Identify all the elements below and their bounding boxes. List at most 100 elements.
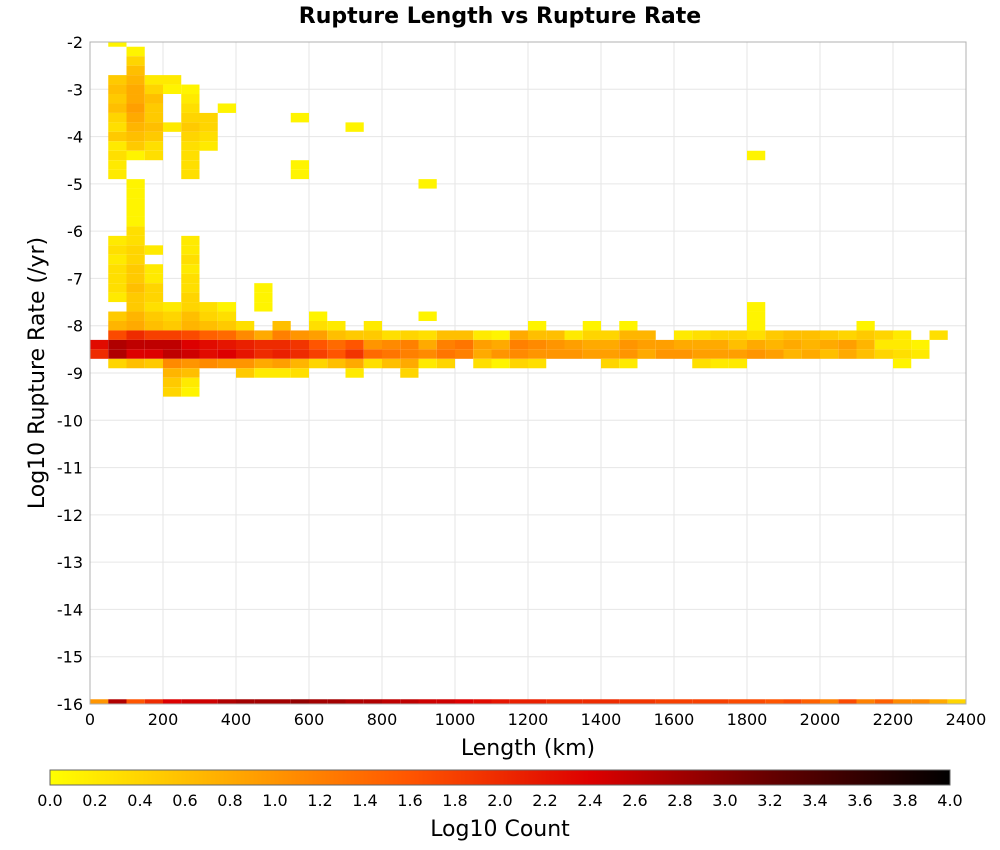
heatmap-cell: [126, 141, 145, 151]
heatmap-cell: [126, 245, 145, 255]
heatmap-cell: [637, 339, 656, 350]
heatmap-cell: [126, 302, 145, 312]
heatmap-cell: [509, 699, 528, 704]
heatmap-cell: [290, 358, 309, 369]
heatmap-cell: [144, 273, 163, 284]
x-tick-label: 600: [294, 710, 325, 729]
heatmap-cell: [108, 141, 127, 151]
heatmap-cell: [108, 273, 127, 284]
plot-area-frame: [89, 41, 967, 705]
heatmap-cell: [236, 358, 255, 369]
heatmap-cell: [655, 339, 674, 350]
heatmap-cell: [637, 699, 656, 704]
x-tick-label: 200: [148, 710, 179, 729]
colorbar-tick-label: 0.2: [82, 791, 107, 810]
heatmap-cell: [144, 330, 163, 340]
colorbar-tick-label: 3.8: [892, 791, 917, 810]
heatmap-cell: [254, 330, 273, 340]
colorbar-tick-label: 0.4: [127, 791, 152, 810]
heatmap-cell: [163, 330, 182, 340]
heatmap-cell: [382, 358, 401, 369]
heatmap-cell: [345, 368, 364, 378]
heatmap-cell: [619, 330, 638, 340]
heatmap-cell: [309, 320, 328, 331]
heatmap-cell: [564, 349, 583, 359]
heatmap-cell: [272, 368, 291, 378]
heatmap-cell: [710, 339, 729, 350]
heatmap-cell: [345, 358, 364, 369]
heatmap-cell: [765, 330, 784, 340]
heatmap-cell: [327, 339, 346, 350]
heatmap-cell: [491, 330, 510, 340]
heatmap-cell: [309, 349, 328, 359]
heatmap-cell: [856, 330, 875, 340]
heatmap-cell: [217, 103, 236, 113]
heatmap-cell: [400, 368, 419, 378]
heatmap-cell: [108, 245, 127, 255]
heatmap-cell: [345, 349, 364, 359]
heatmap-cell: [108, 699, 127, 704]
heatmap-cell: [126, 254, 145, 265]
heatmap-cell: [893, 358, 912, 369]
heatmap-cell: [163, 368, 182, 378]
colorbar-tick-label: 0.8: [217, 791, 242, 810]
heatmap-cell: [856, 349, 875, 359]
heatmap-cell: [546, 349, 565, 359]
heatmap-cell: [144, 302, 163, 312]
heatmap-cell: [254, 349, 273, 359]
heatmap-cell: [582, 320, 601, 331]
heatmap-cell: [710, 699, 729, 704]
heatmap-cell: [199, 112, 218, 123]
heatmap-cell: [783, 339, 802, 350]
heatmap-cell: [126, 311, 145, 321]
heatmap-cell: [217, 302, 236, 312]
colorbar-tick-label: 1.6: [397, 791, 422, 810]
x-tick-label: 1600: [654, 710, 695, 729]
heatmap-cell: [181, 254, 200, 265]
heatmap-cell: [747, 311, 766, 321]
heatmap-cell: [473, 349, 492, 359]
heatmap-cell: [820, 330, 839, 340]
heatmap-cell: [217, 311, 236, 321]
y-axis-ticks: -2 -3 -4 -5 -6 -7 -8 -9 -10 -11 -12 -13 -14 -15 -16: [57, 33, 83, 714]
heatmap-cell: [108, 75, 127, 85]
heatmap-cell: [181, 302, 200, 312]
heatmap-cell: [783, 330, 802, 340]
heatmap-cell: [126, 216, 145, 227]
heatmap-cell: [144, 150, 163, 161]
heatmap-cell: [838, 339, 857, 350]
heatmap-cell: [108, 235, 127, 246]
heatmap-cell: [528, 330, 547, 340]
heatmap-cell: [181, 368, 200, 378]
y-tick-label: -10: [57, 411, 83, 430]
heatmap-cell: [601, 349, 620, 359]
heatmap-cell: [236, 320, 255, 331]
x-tick-label: 400: [221, 710, 252, 729]
heatmap-cell: [181, 377, 200, 388]
heatmap-cell: [144, 131, 163, 142]
heatmap-cell: [108, 254, 127, 265]
heatmap-cell: [528, 320, 547, 331]
heatmap-cell: [893, 330, 912, 340]
colorbar-tick-label: 2.2: [532, 791, 557, 810]
heatmap-cell: [345, 122, 364, 132]
heatmap-cell: [327, 330, 346, 340]
heatmap-cell: [747, 302, 766, 312]
heatmap-cell: [674, 699, 693, 704]
heatmap-cell: [455, 699, 474, 704]
heatmap-cell: [728, 349, 747, 359]
y-tick-label: -4: [67, 128, 83, 147]
colorbar-tick-label: 2.0: [487, 791, 512, 810]
heatmap-cell: [108, 122, 127, 132]
x-tick-label: 2000: [800, 710, 841, 729]
heatmap-cell: [181, 84, 200, 95]
heatmap-cell: [619, 358, 638, 369]
heatmap-cell: [236, 339, 255, 350]
heatmap-cell: [747, 150, 766, 161]
heatmap-cell: [108, 311, 127, 321]
heatmap-cell: [747, 699, 766, 704]
heatmap-cell: [601, 699, 620, 704]
heatmap-cell: [582, 349, 601, 359]
heatmap-cell: [363, 339, 382, 350]
heatmap-cell: [199, 699, 218, 704]
